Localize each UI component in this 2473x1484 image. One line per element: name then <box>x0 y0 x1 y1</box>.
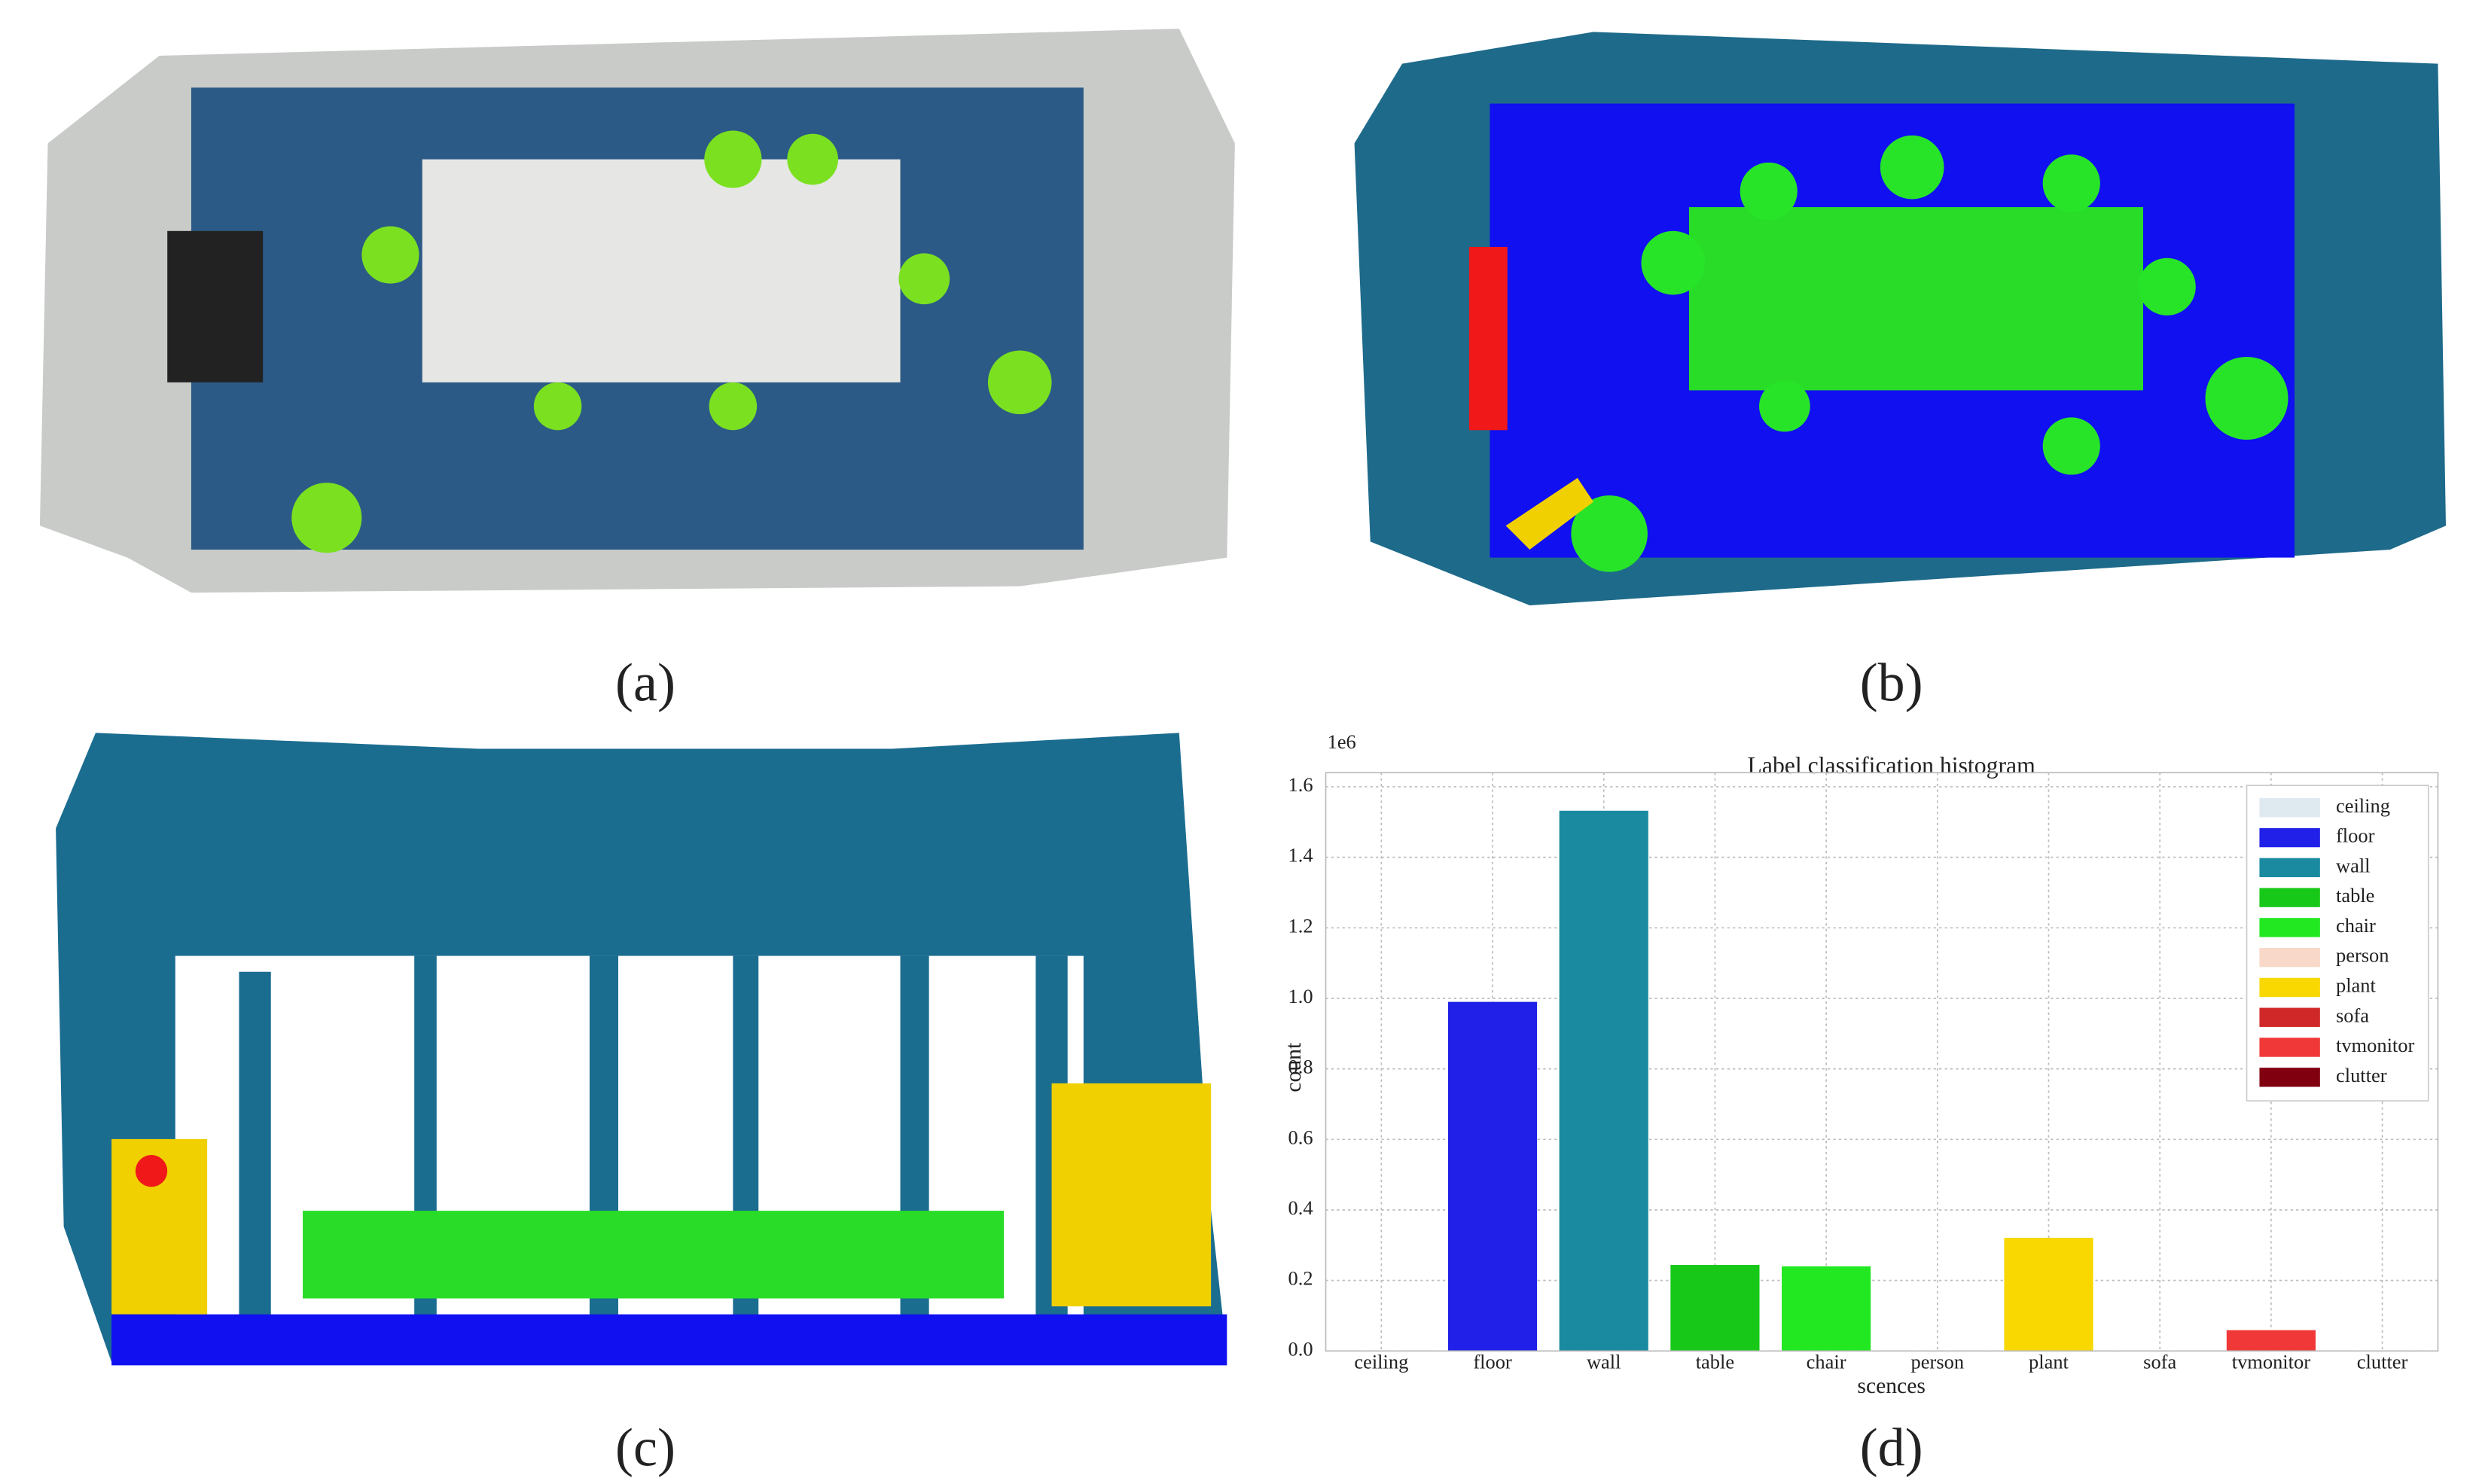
legend-label: plant <box>2336 974 2377 997</box>
legend-swatch <box>2259 1007 2320 1027</box>
y-tick-label: 0.2 <box>1288 1267 1313 1290</box>
x-tick-label: ceiling <box>1354 1350 1408 1373</box>
chart-title: Label classification histogram <box>1748 752 2036 779</box>
legend-label: clutter <box>2336 1064 2387 1086</box>
legend-label: sofa <box>2336 1004 2369 1026</box>
legend-swatch <box>2259 947 2320 967</box>
bar <box>1559 810 1648 1351</box>
x-tick-label: plant <box>2029 1350 2069 1373</box>
y-tick-label: 0.8 <box>1288 1056 1313 1078</box>
axes-frame <box>1325 772 2439 1352</box>
y-tick-label: 1.4 <box>1288 844 1313 867</box>
x-tick-label: floor <box>1473 1350 1512 1373</box>
point-cloud-a <box>39 29 1235 593</box>
point-cloud-b <box>1354 32 2446 606</box>
offset-text: 1e6 <box>1328 730 1356 753</box>
legend-swatch <box>2259 1068 2320 1087</box>
legend-label: table <box>2336 884 2374 907</box>
legend-swatch <box>2259 918 2320 937</box>
x-tick-label: wall <box>1587 1350 1621 1373</box>
x-tick-label: chair <box>1807 1350 1846 1373</box>
legend-swatch <box>2259 858 2320 878</box>
bar <box>1447 1001 1538 1351</box>
y-tick-label: 0.6 <box>1288 1126 1313 1148</box>
legend-label: tvmonitor <box>2336 1034 2414 1056</box>
x-tick-label: person <box>1911 1350 1964 1373</box>
bar <box>1782 1266 1871 1351</box>
y-tick-label: 1.6 <box>1288 773 1313 796</box>
x-tick-label: clutter <box>2357 1350 2408 1373</box>
y-axis-label: count <box>1282 1042 1306 1092</box>
bar <box>2004 1237 2093 1351</box>
x-tick-label: tvmonitor <box>2232 1350 2310 1373</box>
y-tick-label: 1.0 <box>1288 985 1313 1007</box>
y-tick-label: 0.0 <box>1288 1337 1313 1360</box>
legend-swatch <box>2259 798 2320 818</box>
legend-label: floor <box>2336 824 2375 847</box>
legend-swatch <box>2259 977 2320 998</box>
point-cloud-c <box>56 733 1227 1366</box>
legend-label: ceiling <box>2336 794 2390 817</box>
y-tick-label: 0.4 <box>1288 1196 1313 1219</box>
panel-label: (a) <box>615 653 675 713</box>
x-axis-label: scences <box>1857 1374 1925 1398</box>
legend-swatch <box>2259 1038 2320 1057</box>
panel-label: (d) <box>1860 1417 1923 1477</box>
bar <box>2226 1330 2316 1351</box>
x-tick-label: table <box>1696 1350 1734 1373</box>
y-tick-label: 1.2 <box>1288 914 1313 937</box>
legend-label: chair <box>2336 914 2376 937</box>
panel-label: (c) <box>615 1417 675 1477</box>
legend-label: person <box>2336 944 2389 967</box>
x-tick-label: sofa <box>2143 1350 2176 1373</box>
legend-label: wall <box>2336 854 2371 876</box>
bar <box>1670 1265 1760 1351</box>
panel-label: (b) <box>1860 653 1923 713</box>
legend-swatch <box>2259 827 2320 848</box>
legend-swatch <box>2259 888 2320 907</box>
